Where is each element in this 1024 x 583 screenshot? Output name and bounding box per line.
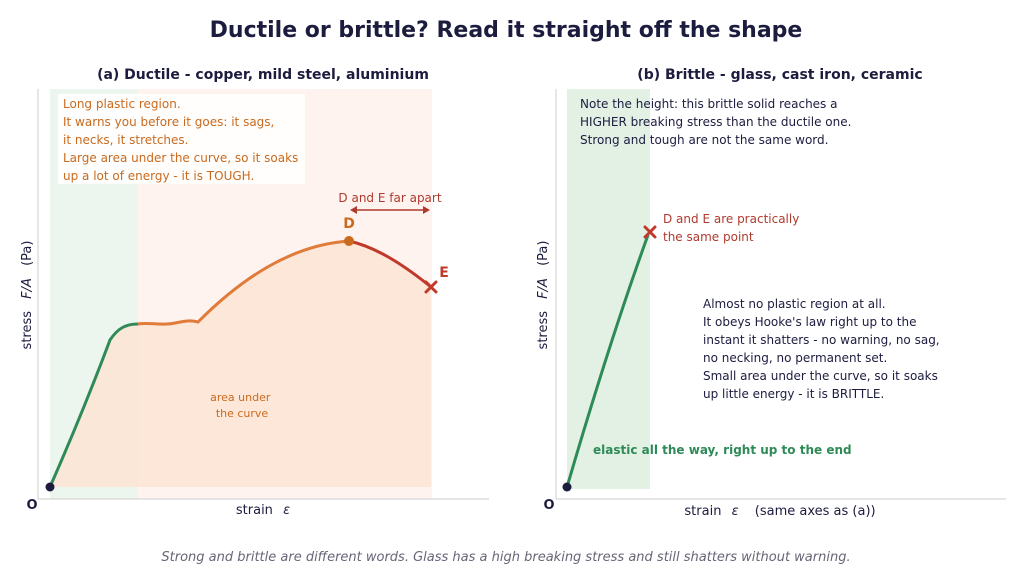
note-b: Note the height: this brittle solid reac… — [580, 97, 855, 147]
x-axis-label-a: strain ε — [236, 503, 290, 518]
elastic-region-shade-b — [567, 89, 650, 489]
break-point-marker-b — [643, 225, 657, 239]
y-axis-label-b: stress F/A (Pa) — [536, 241, 551, 350]
area-under-curve-label: area under the curve — [210, 391, 274, 420]
panel-b-title: (b) Brittle - glass, cast iron, ceramic — [637, 67, 922, 83]
elastic-curve-b — [565, 234, 650, 488]
panel-ductile: (a) Ductile - copper, mild steel, alumin… — [20, 67, 489, 518]
main-title: Ductile or brittle? Read it straight off… — [210, 18, 803, 43]
de-same-point-label: D and E are practically the same point — [663, 212, 803, 244]
origin-label-a: O — [26, 498, 37, 513]
point-e-label: E — [439, 265, 449, 281]
note-a: Long plastic region. It warns you before… — [63, 97, 302, 183]
de-far-apart-label: D and E far apart — [338, 191, 441, 205]
note-box-a — [58, 94, 305, 184]
origin-point-b — [562, 482, 572, 492]
de-double-arrow — [350, 206, 430, 214]
point-d-marker — [344, 236, 354, 246]
plastic-curve-a — [137, 239, 350, 326]
panel-a-title: (a) Ductile - copper, mild steel, alumin… — [97, 67, 429, 83]
point-e-marker — [424, 280, 438, 294]
panel-brittle: (b) Brittle - glass, cast iron, ceramic … — [536, 67, 1006, 519]
brittle-description: Almost no plastic region at all. It obey… — [703, 297, 943, 401]
origin-label-b: O — [543, 498, 554, 513]
footer-caption: Strong and brittle are different words. … — [161, 550, 850, 565]
elastic-curve-a — [48, 322, 139, 488]
necking-curve-a — [348, 239, 432, 289]
y-axis-label-a: stress F/A (Pa) — [20, 241, 35, 350]
x-axis-label-b: strain ε (same axes as (a)) — [684, 504, 875, 519]
origin-point-a — [45, 482, 55, 492]
area-under-curve-fill — [50, 241, 431, 487]
elastic-all-the-way-label: elastic all the way, right up to the end — [593, 443, 852, 457]
point-d-label: D — [343, 216, 355, 232]
